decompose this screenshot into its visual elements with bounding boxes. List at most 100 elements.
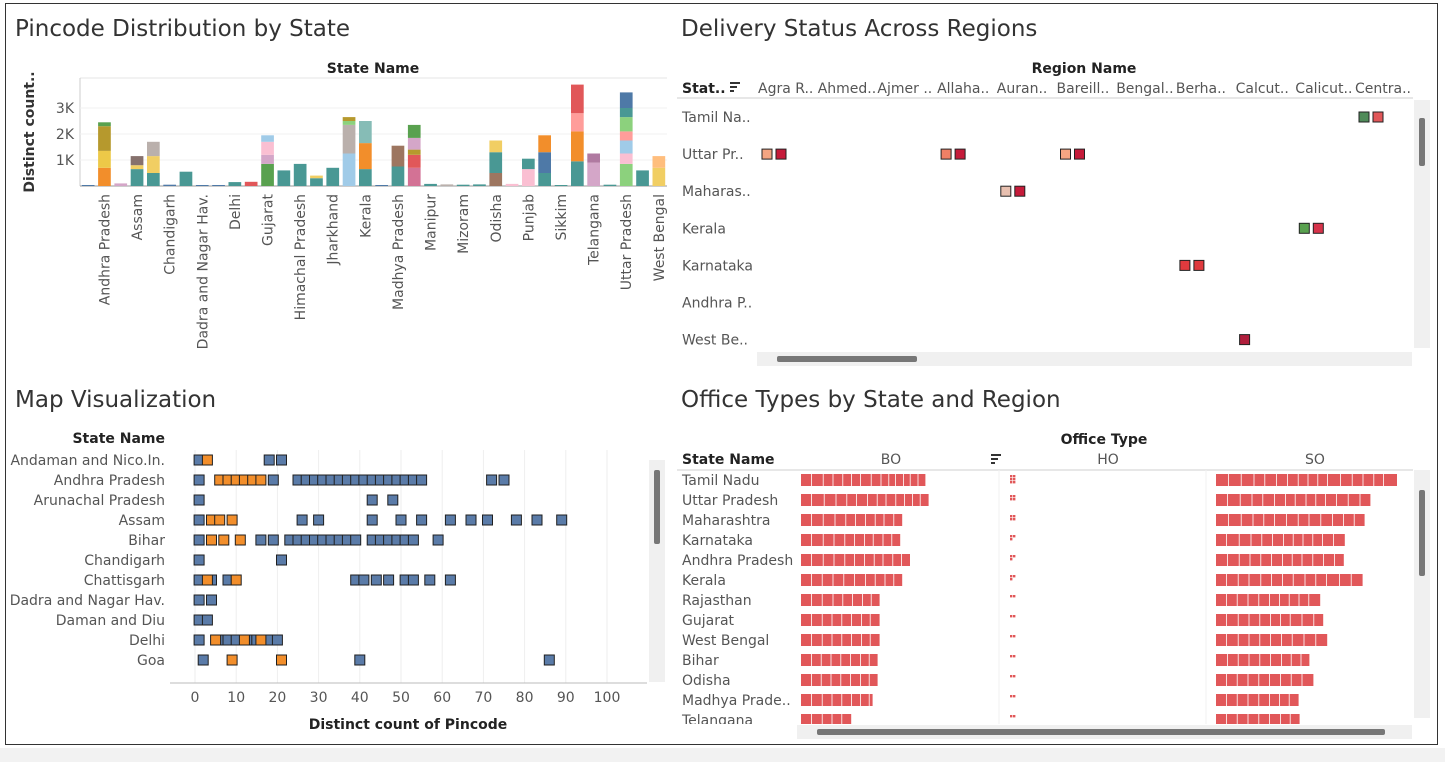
office-so-segment — [1295, 494, 1306, 506]
pincode-bar-segment — [489, 173, 503, 186]
office-so-segment — [1226, 714, 1237, 724]
pincode-bar-segment — [619, 92, 633, 108]
map-dot-mark — [197, 654, 209, 666]
office-ho-mark — [1010, 575, 1013, 578]
office-so-segment — [1259, 714, 1270, 724]
office-bo-segment — [905, 494, 912, 506]
office-types-chart[interactable]: Office Type State Name BO HO SO Tamil Nadu Utt… — [675, 428, 1435, 724]
map-vertical-scroll-thumb[interactable] — [654, 470, 660, 544]
office-bo-segment — [857, 494, 867, 506]
delivery-column-label: Ahmed.. — [818, 81, 877, 97]
office-row-label: Kerala — [682, 573, 726, 589]
office-so-segment — [1326, 494, 1336, 506]
pincode-x-tick-label: Uttar Pradesh — [619, 194, 635, 290]
delivery-status-chart[interactable]: Region Name Stat.. Agra R.. Ahmed.. Ajmer ..… — [675, 56, 1435, 372]
map-x-tick-label: 90 — [557, 690, 575, 706]
office-so-segment — [1270, 694, 1279, 706]
map-row-label: Bihar — [128, 533, 165, 549]
office-column-label: SO — [1305, 452, 1325, 468]
office-row-label: Odisha — [682, 673, 731, 689]
pincode-bar-segment — [489, 152, 503, 173]
pincode-bar-segment — [407, 124, 421, 138]
office-so-segment — [1336, 494, 1348, 506]
office-so-segment — [1293, 534, 1303, 546]
delivery-vertical-scrollbar[interactable] — [1414, 100, 1430, 348]
office-ho-mark — [1010, 535, 1013, 538]
map-dot-mark — [366, 494, 378, 506]
office-bo-segment — [801, 614, 811, 626]
office-bo-segment — [894, 514, 903, 526]
office-ho-mark — [1013, 478, 1016, 481]
office-bo-segment — [874, 554, 883, 566]
delivery-column-label: Centra.. — [1355, 81, 1411, 97]
office-bo-segment — [843, 594, 853, 606]
office-so-segment — [1216, 614, 1226, 626]
delivery-column-label: Calcut.. — [1236, 81, 1289, 97]
office-so-segment — [1216, 634, 1226, 646]
office-bo-segment — [875, 514, 884, 526]
office-ho-mark — [1013, 615, 1016, 618]
map-dot-mark — [255, 474, 267, 486]
office-sort-icon-line-2 — [991, 458, 998, 460]
office-ho-mark — [1013, 475, 1016, 478]
office-vertical-scroll-thumb[interactable] — [1419, 490, 1425, 576]
office-so-segment — [1280, 614, 1290, 626]
office-so-segment — [1238, 614, 1249, 626]
map-x-tick-label: 10 — [227, 690, 245, 706]
office-so-segment — [1227, 494, 1240, 506]
office-bo-segment — [855, 574, 865, 586]
pincode-bar-segment — [375, 185, 388, 186]
map-x-tick-label: 30 — [310, 690, 328, 706]
pincode-distribution-chart[interactable]: State Name Distinct count.. 1K 2K 3K Andhra P… — [15, 56, 675, 356]
office-bo-segment — [860, 654, 869, 666]
office-bo-segment — [811, 694, 822, 706]
office-horizontal-scrollbar[interactable] — [797, 725, 1412, 739]
pincode-y-tick-label: 3K — [56, 101, 75, 117]
office-bo-segment — [871, 474, 881, 486]
office-so-segment — [1226, 694, 1237, 706]
office-so-segment — [1303, 534, 1313, 546]
office-bo-segment — [864, 534, 873, 546]
office-horizontal-scroll-thumb[interactable] — [817, 729, 1385, 735]
office-ho-mark — [1010, 555, 1013, 558]
pincode-bar-segment — [130, 165, 144, 170]
delivery-vertical-scroll-thumb[interactable] — [1419, 118, 1425, 166]
office-bo-segment — [841, 654, 851, 666]
map-visualization-chart[interactable]: State Name 0 10 20 30 40 50 60 70 80 90 100 Distinct… — [5, 425, 670, 743]
office-so-segment — [1298, 514, 1309, 526]
delivery-horizontal-scroll-thumb[interactable] — [777, 356, 917, 362]
office-so-segment — [1237, 594, 1248, 606]
delivery-row-label: Tamil Na.. — [681, 110, 751, 126]
office-so-segment — [1351, 574, 1363, 586]
office-so-segment — [1262, 534, 1273, 546]
map-vertical-scrollbar[interactable] — [649, 460, 665, 682]
office-bo-segment — [896, 494, 905, 506]
office-bo-segment — [852, 474, 860, 486]
office-bo-segment — [811, 594, 822, 606]
office-bo-segment — [853, 594, 862, 606]
map-dot-mark — [226, 654, 238, 666]
delivery-column-label: Agra R.. — [758, 81, 813, 97]
office-so-segment — [1348, 494, 1360, 506]
office-bo-segment — [824, 494, 836, 506]
delivery-horizontal-scrollbar[interactable] — [757, 352, 1412, 366]
office-bo-segment — [823, 554, 834, 566]
map-dot-mark — [366, 514, 378, 526]
pincode-bar-segment — [571, 131, 584, 162]
office-bo-segment — [889, 474, 896, 486]
office-vertical-scrollbar[interactable] — [1414, 470, 1430, 718]
office-sort-icon-line-1 — [991, 454, 1001, 456]
office-so-segment — [1302, 614, 1314, 626]
office-so-segment — [1261, 574, 1272, 586]
office-bo-segment — [811, 654, 821, 666]
office-so-segment — [1216, 694, 1226, 706]
office-so-segment — [1216, 534, 1226, 546]
office-bo-segment — [844, 574, 855, 586]
office-row-label: Maharashtra — [682, 513, 770, 529]
pincode-bar-segment — [619, 153, 633, 164]
map-dot-mark — [234, 534, 246, 546]
map-row-label: Andhra Pradesh — [54, 473, 165, 489]
delivery-column-label: Allaha.. — [937, 81, 989, 97]
office-so-segment — [1261, 554, 1272, 566]
office-bo-segment — [860, 674, 869, 686]
